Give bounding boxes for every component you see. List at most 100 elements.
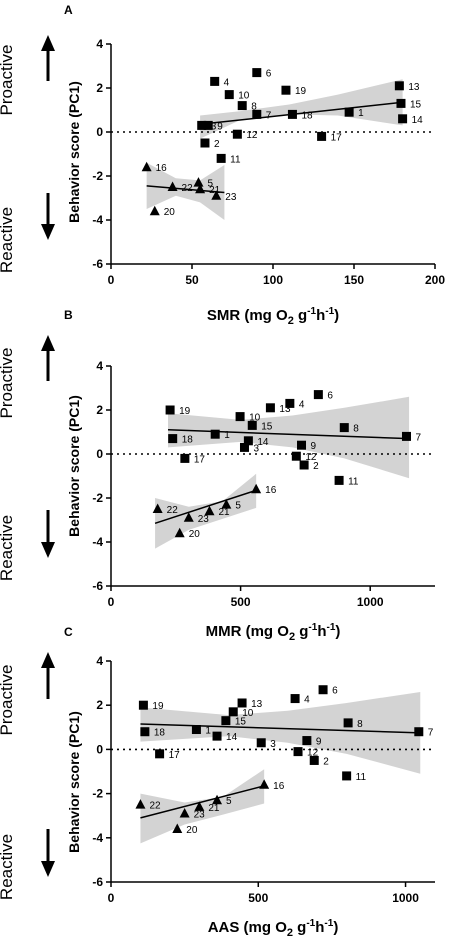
data-point-triangle	[152, 503, 163, 513]
data-point-label: 5	[207, 179, 213, 190]
reactive-label-a: Reactive	[0, 207, 16, 273]
y-tick-label: 0	[96, 742, 103, 756]
data-point-square	[342, 771, 352, 781]
data-point-square	[290, 694, 300, 704]
data-point-triangle	[167, 181, 178, 191]
data-point-square	[414, 727, 424, 737]
data-point-triangle	[141, 161, 152, 172]
x-tick-label: 50	[185, 273, 199, 287]
data-point-triangle	[221, 499, 232, 509]
data-point-square	[216, 153, 226, 163]
data-point-label: 4	[304, 695, 310, 706]
data-point-label: 3	[253, 443, 259, 454]
x-axis-label-c: AAS (mg O2 g-1h-1)	[208, 918, 339, 939]
reactive-label-b: Reactive	[0, 515, 16, 581]
regression-line	[140, 785, 265, 819]
data-point-label: 12	[246, 130, 258, 141]
data-point-triangle	[204, 505, 215, 516]
data-point-square	[138, 700, 148, 710]
data-point-square	[344, 107, 354, 117]
data-point-label: 18	[154, 728, 166, 739]
y-tick-label: -6	[92, 579, 103, 593]
data-point-label: 16	[273, 781, 285, 792]
up-arrow-icon-b	[41, 335, 55, 381]
data-point-label: 22	[182, 183, 194, 194]
data-point-triangle	[179, 807, 190, 818]
data-point-triangle	[183, 512, 194, 522]
up-arrow-icon-c	[41, 652, 55, 699]
data-point-square	[197, 120, 207, 130]
y-tick-label: 4	[96, 359, 103, 373]
regression-line	[167, 429, 410, 440]
data-point-label: 14	[226, 732, 238, 743]
down-arrow-icon-a	[41, 193, 55, 240]
data-point-label: 11	[348, 476, 359, 487]
data-point-square	[168, 434, 178, 444]
y-tick-label: 0	[96, 447, 103, 461]
data-point-square	[210, 429, 220, 439]
data-point-square	[396, 98, 406, 108]
panel-b: B Proactive Reactive Behavior score (PC1…	[0, 308, 435, 643]
data-point-square	[224, 90, 234, 100]
data-point-label: 22	[149, 801, 161, 812]
y-tick-label: -4	[92, 213, 103, 227]
data-point-square	[297, 440, 307, 450]
data-point-label: 5	[235, 501, 241, 512]
proactive-label-a: Proactive	[0, 45, 16, 116]
down-arrow-icon-b	[41, 510, 55, 558]
data-point-label: 16	[265, 485, 277, 496]
data-point-label: 11	[356, 772, 367, 783]
data-point-square	[309, 755, 319, 765]
data-point-triangle	[135, 799, 146, 809]
data-point-square	[221, 716, 231, 726]
data-point-label: 13	[251, 699, 263, 710]
data-point-square	[256, 738, 266, 748]
data-point-label: 14	[412, 115, 424, 126]
data-point-label: 2	[323, 756, 329, 767]
x-tick-label: 0	[108, 595, 115, 609]
data-point-label: 18	[301, 110, 313, 121]
data-point-label: 9	[311, 441, 317, 452]
y-tick-label: -6	[92, 257, 103, 271]
data-point-triangle	[259, 779, 270, 789]
regression-line	[154, 489, 257, 525]
data-point-label: 15	[410, 99, 422, 110]
panel-a: A Proactive Reactive Behavior score (PC1…	[0, 3, 445, 327]
proactive-label-b: Proactive	[0, 348, 16, 419]
data-point-square	[232, 129, 242, 139]
data-point-square	[398, 114, 408, 124]
data-point-label: 21	[209, 185, 221, 196]
data-point-square	[203, 120, 213, 130]
data-point-label: 7	[266, 110, 272, 121]
data-point-label: 8	[353, 424, 359, 435]
data-point-label: 10	[249, 413, 261, 424]
panel-letter-b: B	[64, 308, 73, 322]
data-point-label: 14	[257, 437, 269, 448]
x-tick-label: 200	[425, 273, 445, 287]
regression-line	[146, 185, 225, 194]
x-tick-label: 100	[263, 273, 283, 287]
data-point-label: 3	[270, 739, 276, 750]
data-point-square	[237, 101, 247, 111]
data-point-square	[339, 423, 349, 433]
data-point-label: 17	[169, 750, 181, 761]
data-point-triangle	[172, 823, 183, 833]
data-point-square	[235, 412, 245, 422]
y-axis-label-c: Behavior score (PC1)	[66, 711, 82, 853]
data-point-label: 7	[415, 432, 421, 443]
data-point-square	[285, 398, 295, 408]
data-point-triangle	[194, 801, 205, 811]
data-point-triangle	[195, 183, 206, 194]
x-axis-label-b: MMR (mg O2 g-1h-1)	[206, 622, 341, 643]
data-point-square	[180, 453, 190, 463]
data-point-label: 10	[242, 708, 254, 719]
data-point-square	[287, 109, 297, 119]
data-point-triangle	[174, 527, 185, 538]
data-point-square	[394, 81, 404, 91]
data-point-triangle	[211, 190, 222, 200]
data-point-label: 17	[331, 132, 343, 143]
data-point-square	[165, 405, 175, 415]
data-point-label: 15	[261, 421, 273, 432]
confidence-band	[140, 769, 265, 844]
